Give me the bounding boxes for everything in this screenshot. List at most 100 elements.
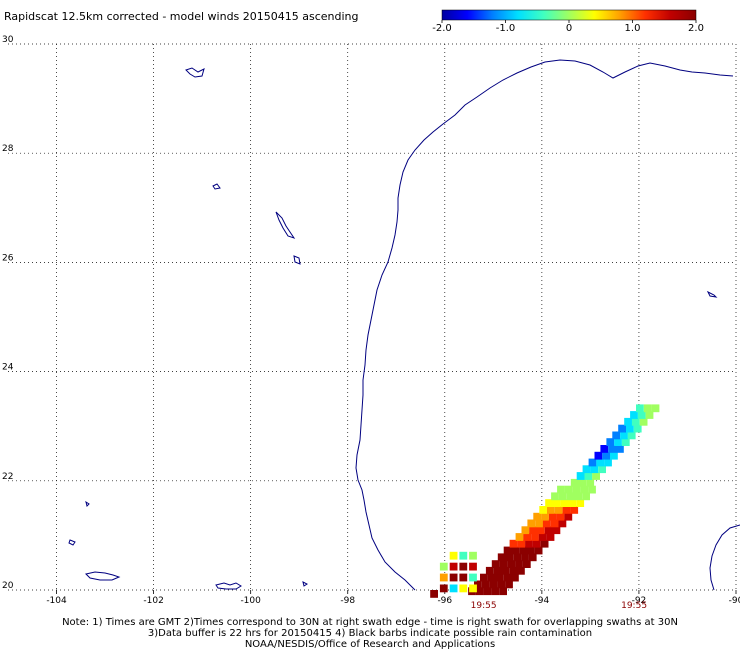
wind-difference-cell (580, 485, 589, 494)
wind-difference-cell (511, 546, 520, 555)
wind-difference-cell (560, 499, 569, 507)
colorbar-tick-label: -1.0 (496, 23, 516, 34)
colorbar: -2.0 -1.0 0 1.0 2.0 (432, 9, 704, 34)
latitude-tick-label: 20 (2, 581, 14, 591)
wind-difference-cell (531, 533, 539, 541)
wind-difference-cell (469, 573, 477, 582)
wind-difference-cell (513, 553, 522, 562)
wind-difference-cell (627, 431, 636, 440)
swath-time-label: 19:55 (471, 601, 497, 611)
wind-difference-cell (620, 431, 628, 440)
colorbar-tick-label: 1.0 (625, 23, 641, 34)
wind-difference-cell (570, 478, 579, 487)
swath-time-labels: 19:55 19:55 (471, 601, 647, 611)
wind-difference-cell (491, 560, 500, 568)
wind-difference-cell (544, 526, 553, 535)
wind-difference-cell (541, 512, 549, 521)
latitude-tick-label: 22 (2, 472, 13, 482)
wind-difference-cell (606, 438, 615, 446)
wind-difference-cell (570, 506, 579, 514)
wind-difference-cell (497, 580, 506, 589)
wind-difference-cell (612, 431, 621, 440)
wind-difference-cell (511, 573, 519, 582)
wind-difference-cell (533, 512, 542, 521)
wind-difference-cell (596, 458, 605, 467)
colorbar-gradient (441, 9, 697, 21)
wind-difference-cell (491, 587, 500, 596)
latitude-tick-label: 24 (2, 363, 14, 373)
wind-difference-cell (532, 539, 541, 548)
wind-difference-cell (469, 562, 477, 571)
latitude-tick-label: 26 (2, 253, 14, 263)
footnote-line-3: NOAA/NESDIS/Office of Research and Appli… (244, 639, 496, 650)
wind-difference-cell (633, 424, 642, 433)
wind-difference-cell (578, 478, 587, 487)
wind-difference-cell (556, 512, 565, 521)
wind-difference-cell (554, 506, 563, 514)
wind-difference-cell (547, 506, 555, 514)
longitude-tick-label: -98 (340, 596, 355, 606)
wind-difference-cell (495, 573, 504, 582)
wind-difference-cell (590, 465, 599, 474)
wind-difference-cell (483, 587, 492, 596)
wind-difference-cell (523, 533, 532, 541)
wind-difference-cell (517, 539, 526, 548)
wind-difference-cell (626, 424, 634, 433)
longitude-tick-label: -104 (46, 596, 67, 606)
wind-difference-cell (469, 584, 477, 593)
wind-difference-cell (624, 417, 632, 426)
wind-difference-cell (574, 492, 583, 501)
wind-difference-cell (499, 587, 507, 596)
wind-difference-cell (515, 560, 523, 568)
wind-difference-cell (527, 519, 536, 528)
wind-difference-cell (507, 560, 516, 568)
wind-difference-cell (449, 562, 458, 571)
wind-difference-cell (558, 519, 567, 528)
wind-difference-cell (522, 560, 531, 568)
wind-difference-cell (630, 411, 638, 419)
wind-difference-cell (572, 485, 581, 494)
wind-difference-cell (550, 519, 559, 528)
wind-difference-cell (651, 404, 660, 413)
wind-difference-cell (459, 562, 468, 571)
wind-difference-cell (459, 573, 468, 582)
wind-difference-cell (576, 499, 585, 507)
wind-difference-cell (475, 587, 484, 596)
wind-difference-cell (557, 485, 565, 494)
wind-difference-cell (608, 445, 616, 453)
wind-difference-cell (564, 485, 573, 494)
wind-difference-cell (539, 506, 548, 514)
wind-difference-cell (449, 551, 458, 560)
longitude-tick-label: -102 (143, 596, 163, 606)
wind-difference-cell (586, 478, 595, 487)
swath-time-label: 19:55 (621, 601, 647, 611)
wind-difference-cell (566, 492, 575, 501)
wind-difference-cell (582, 492, 590, 501)
footnote-line-1: Note: 1) Times are GMT 2)Times correspon… (62, 617, 678, 628)
wind-difference-cell (487, 573, 496, 582)
lat-lon-grid: -104 -102 -100 -98 -96 -94 -92 -90 30 28 26 24 22 20 (2, 35, 740, 606)
inland-lake-outline (302, 581, 308, 587)
longitude-tick-label: -96 (437, 596, 452, 606)
wind-difference-cell (553, 499, 561, 507)
wind-difference-cell (631, 417, 640, 426)
wind-difference-cell (493, 566, 502, 575)
wind-difference-cell (519, 546, 527, 555)
longitude-tick-label: -90 (729, 596, 740, 606)
wind-difference-cell (552, 526, 561, 535)
wind-difference-cell (645, 411, 654, 419)
wind-difference-cell (481, 580, 490, 589)
wind-difference-cell (521, 526, 530, 535)
wind-difference-cell (499, 560, 508, 568)
footnote-line-2: 3)Data buffer is 22 hrs for 20150415 4) … (147, 628, 593, 639)
wind-difference-cell (535, 519, 543, 528)
wind-difference-cell (459, 551, 468, 560)
wind-difference-cell (474, 580, 482, 589)
inland-lake-outline (275, 211, 296, 239)
wind-difference-cell (503, 546, 512, 555)
wind-difference-cell (515, 533, 524, 541)
inland-lake-outline (85, 571, 121, 581)
wind-difference-cell (525, 539, 533, 548)
